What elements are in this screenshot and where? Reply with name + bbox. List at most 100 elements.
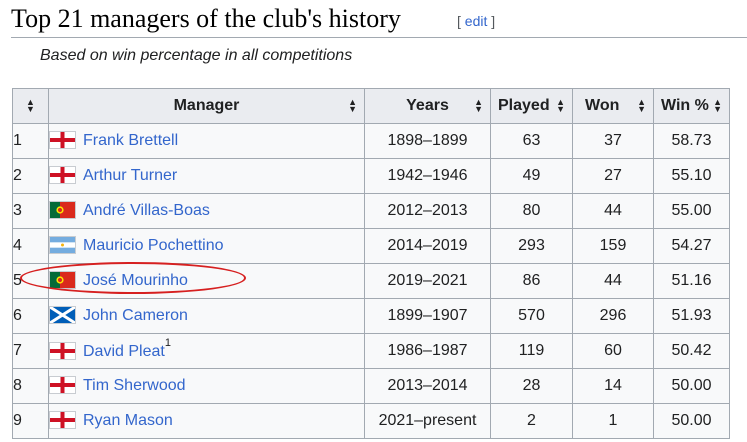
played-cell: 86 [490,263,573,299]
england-flag-icon [49,375,76,394]
edit-bracket-open: [ [457,13,465,29]
years-cell: 1898–1899 [364,123,491,159]
manager-cell: José Mourinho [48,263,365,299]
manager-link[interactable]: Tim Sherwood [83,376,186,394]
rank-cell: 2 [12,158,49,194]
years-header[interactable]: Years ▲ ▼ [364,88,491,124]
portugal-flag-icon [49,270,76,289]
table-row: 9 Ryan Mason 2021–present 2 1 50.00 [12,403,730,439]
played-cell: 28 [490,368,573,404]
sort-icon[interactable]: ▲ ▼ [556,97,565,114]
years-cell: 1899–1907 [364,298,491,334]
win-pct-cell: 51.93 [653,298,730,334]
table-row: 4 Mauricio Pochettino 2014–2019 293 159 54.27 [12,228,730,264]
sort-icon[interactable]: ▲ ▼ [637,97,646,114]
years-cell: 2013–2014 [364,368,491,404]
manager-link[interactable]: Ryan Mason [83,411,173,429]
won-cell: 44 [572,263,654,299]
sort-icon[interactable]: ▲ ▼ [26,97,35,114]
table-row: 8 Tim Sherwood 2013–2014 28 14 50.00 [12,368,730,404]
won-cell: 27 [572,158,654,194]
sort-icon[interactable]: ▲ ▼ [713,97,722,114]
portugal-flag-icon [49,200,76,219]
manager-cell: David Pleat1 [48,333,365,369]
won-cell: 296 [572,298,654,334]
table-row: 5 José Mourinho 2019–2021 86 44 51.16 [12,263,730,299]
table-row: 2 Arthur Turner 1942–1946 49 27 55.10 [12,158,730,194]
played-cell: 2 [490,403,573,439]
sort-icon[interactable]: ▲ ▼ [348,97,357,114]
manager-link[interactable]: André Villas-Boas [83,201,210,219]
sort-icon[interactable]: ▲ ▼ [474,97,483,114]
table-row: 1 Frank Brettell 1898–1899 63 37 58.73 [12,123,730,159]
win-pct-cell: 55.10 [653,158,730,194]
footnote-marker[interactable]: 1 [164,336,171,349]
rank-cell: 8 [12,368,49,404]
rank-cell: 1 [12,123,49,159]
table-caption: Based on win percentage in all competiti… [40,47,353,64]
played-cell: 570 [490,298,573,334]
won-cell: 14 [572,368,654,404]
won-cell: 44 [572,193,654,229]
england-flag-icon [49,165,76,184]
manager-link[interactable]: Frank Brettell [83,131,179,149]
years-cell: 1942–1946 [364,158,491,194]
played-cell: 63 [490,123,573,159]
manager-cell: John Cameron [48,298,365,334]
header-row: ▲ ▼ Manager ▲ ▼ Years ▲ ▼ Played ▲ ▼ Won ▲ ▼ Win … [12,88,730,124]
edit-link[interactable]: edit [464,13,488,29]
years-cell: 2021–present [364,403,491,439]
win-pct-cell: 58.73 [653,123,730,159]
won-cell: 60 [572,333,654,369]
played-cell: 49 [490,158,573,194]
rank-cell: 7 [12,333,49,369]
manager-cell: Tim Sherwood [48,368,365,404]
argentina-flag-icon [49,235,76,254]
england-flag-icon [49,341,76,360]
rank-cell: 9 [12,403,49,439]
rank-cell: 5 [12,263,49,299]
win-pct-header[interactable]: Win % ▲ ▼ [653,88,730,124]
rank-cell: 4 [12,228,49,264]
england-flag-icon [49,410,76,429]
win-pct-cell: 55.00 [653,193,730,229]
manager-cell: Frank Brettell [48,123,365,159]
rank-header[interactable]: ▲ ▼ [12,88,49,124]
played-header[interactable]: Played ▲ ▼ [490,88,573,124]
rank-cell: 6 [12,298,49,334]
manager-cell: Arthur Turner [48,158,365,194]
win-pct-cell: 50.42 [653,333,730,369]
edit-section: [ edit ] [457,13,495,29]
win-pct-cell: 50.00 [653,368,730,404]
won-cell: 159 [572,228,654,264]
manager-cell: Mauricio Pochettino [48,228,365,264]
played-cell: 119 [490,333,573,369]
years-cell: 1986–1987 [364,333,491,369]
table-row: 3 André Villas-Boas 2012–2013 80 44 55.00 [12,193,730,229]
win-pct-cell: 54.27 [653,228,730,264]
rank-cell: 3 [12,193,49,229]
played-cell: 293 [490,228,573,264]
manager-link[interactable]: Mauricio Pochettino [83,236,224,254]
table-row: 6 John Cameron 1899–1907 570 296 51.93 [12,298,730,334]
scotland-flag-icon [49,305,76,324]
won-cell: 1 [572,403,654,439]
section-title: Top 21 managers of the club's history [11,4,401,33]
years-cell: 2014–2019 [364,228,491,264]
manager-link[interactable]: David Pleat [83,342,165,360]
manager-link[interactable]: José Mourinho [83,271,188,289]
won-cell: 37 [572,123,654,159]
played-cell: 80 [490,193,573,229]
years-cell: 2012–2013 [364,193,491,229]
edit-bracket-close: ] [487,13,496,29]
manager-cell: André Villas-Boas [48,193,365,229]
england-flag-icon [49,130,76,149]
manager-link[interactable]: John Cameron [83,306,188,324]
section-heading: Top 21 managers of the club's history [ … [11,2,747,38]
won-header[interactable]: Won ▲ ▼ [572,88,654,124]
manager-header[interactable]: Manager ▲ ▼ [48,88,365,124]
table-row: 7 David Pleat1 1986–1987 119 60 50.42 [12,333,730,369]
manager-link[interactable]: Arthur Turner [83,166,178,184]
win-pct-cell: 51.16 [653,263,730,299]
win-pct-cell: 50.00 [653,403,730,439]
